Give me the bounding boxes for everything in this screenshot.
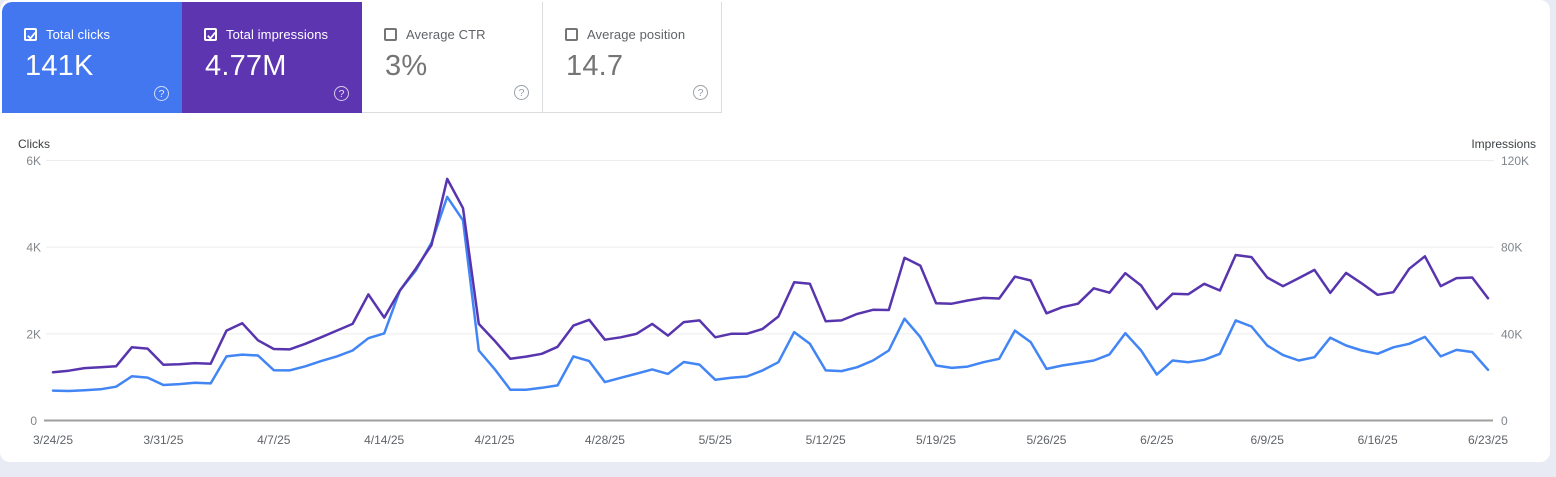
date-tick-label: 4/28/25 xyxy=(585,433,625,447)
help-icon[interactable]: ? xyxy=(693,85,708,100)
metric-card-value: 4.77M xyxy=(205,50,287,82)
metric-card-header: Total clicks xyxy=(24,27,110,42)
date-tick-label: 6/23/25 xyxy=(1468,433,1508,447)
metric-card-value: 3% xyxy=(385,50,428,82)
metric-card-label: Average position xyxy=(587,27,686,42)
date-tick-label: 6/9/25 xyxy=(1251,433,1285,447)
metric-card-value: 141K xyxy=(25,50,94,82)
metric-card-label: Total impressions xyxy=(226,27,329,42)
right-axis-tick: 0 xyxy=(1501,414,1508,428)
date-tick-label: 6/16/25 xyxy=(1358,433,1398,447)
help-icon[interactable]: ? xyxy=(154,86,169,101)
metric-card-total-impressions[interactable]: Total impressions 4.77M? xyxy=(182,2,362,113)
checkbox-unchecked-average-position[interactable] xyxy=(565,28,578,41)
date-tick-label: 5/5/25 xyxy=(699,433,733,447)
impressions-line[interactable] xyxy=(51,177,1490,374)
metric-card-header: Total impressions xyxy=(204,27,328,42)
checkbox-checked-total-impressions[interactable] xyxy=(204,28,217,41)
date-tick-label: 5/19/25 xyxy=(916,433,956,447)
right-axis-tick: 40K xyxy=(1501,327,1522,341)
checkbox-unchecked-average-ctr[interactable] xyxy=(384,28,397,41)
clicks-line[interactable] xyxy=(51,195,1490,393)
left-axis-tick: 2K xyxy=(26,327,41,341)
metric-card-header: Average position xyxy=(565,27,685,42)
metric-card-average-position[interactable]: Average position 14.7? xyxy=(542,2,722,113)
check-icon xyxy=(207,32,216,40)
left-axis-title: Clicks xyxy=(18,137,50,151)
right-axis-tick: 80K xyxy=(1501,241,1522,255)
date-tick-label: 5/12/25 xyxy=(806,433,846,447)
metric-card-label: Average CTR xyxy=(406,27,486,42)
date-tick-label: 4/14/25 xyxy=(364,433,404,447)
metric-card-value: 14.7 xyxy=(566,50,624,82)
performance-chart[interactable]: 6K 4K 2K 0 120K 80K 40K 0 3/24/25 3/31/25 4/7/25 4/… xyxy=(0,0,1556,462)
metric-card-average-ctr[interactable]: Average CTR 3%? xyxy=(362,2,542,113)
right-axis-tick: 120K xyxy=(1501,154,1529,168)
metric-card-label: Total clicks xyxy=(46,27,111,42)
checkbox-checked-total-clicks[interactable] xyxy=(24,28,37,41)
left-axis-tick: 6K xyxy=(26,154,41,168)
performance-panel: Total clicks 141K? Total impressions 4.77M?… xyxy=(0,0,1550,462)
metric-cards: Total clicks 141K? Total impressions 4.77M?… xyxy=(2,2,722,113)
help-icon[interactable]: ? xyxy=(514,85,529,100)
help-icon[interactable]: ? xyxy=(334,86,349,101)
right-axis-title: Impressions xyxy=(1471,137,1536,151)
left-axis-tick: 4K xyxy=(26,241,41,255)
check-icon xyxy=(27,32,36,40)
date-tick-label: 3/24/25 xyxy=(33,433,73,447)
date-tick-label: 5/26/25 xyxy=(1026,433,1066,447)
date-tick-label: 3/31/25 xyxy=(143,433,183,447)
date-tick-label: 4/7/25 xyxy=(257,433,291,447)
metric-card-header: Average CTR xyxy=(384,27,486,42)
left-axis-tick: 0 xyxy=(30,414,37,428)
date-tick-label: 4/21/25 xyxy=(475,433,515,447)
metric-card-total-clicks[interactable]: Total clicks 141K? xyxy=(2,2,182,113)
date-tick-label: 6/2/25 xyxy=(1140,433,1174,447)
